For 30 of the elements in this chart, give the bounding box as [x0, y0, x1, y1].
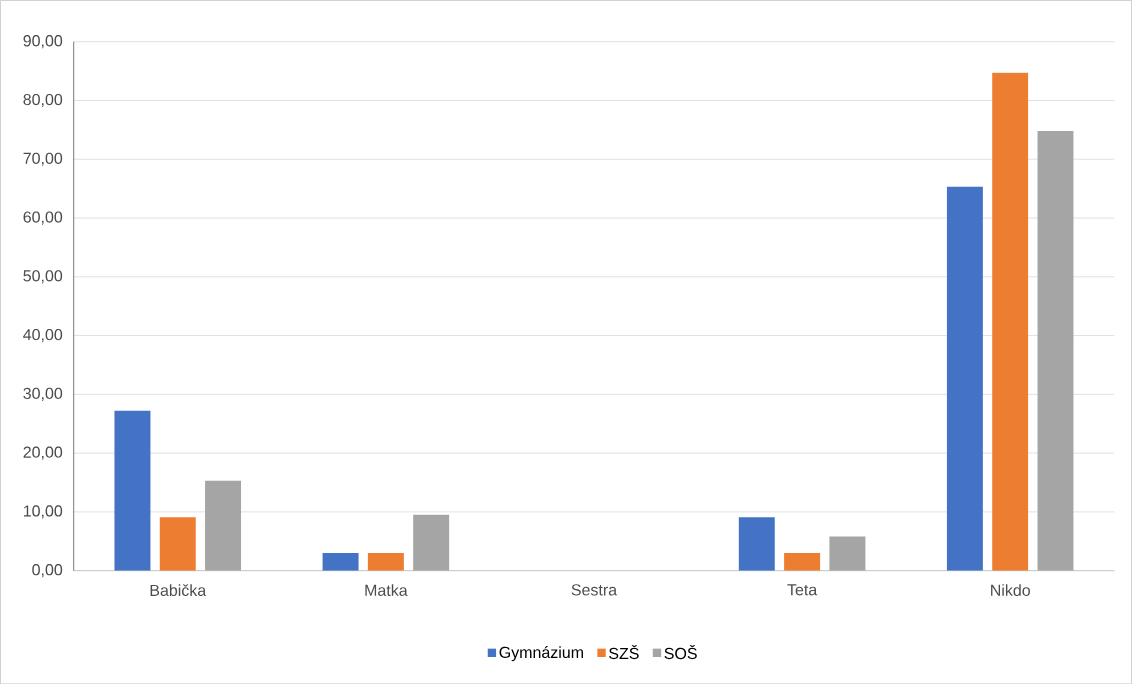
x-tick-label: Matka [365, 584, 408, 596]
bar [205, 480, 242, 571]
legend-label: SZŠ [609, 644, 639, 659]
bar [413, 514, 450, 571]
bar [1037, 130, 1074, 571]
bar [322, 552, 359, 571]
bar [367, 552, 404, 571]
x-tick-label: Teta [787, 584, 818, 596]
y-tick-label: 90,00 [23, 34, 63, 49]
y-tick-label: 0,00 [32, 563, 63, 578]
bar [992, 72, 1029, 571]
x-tick-label: Babička [150, 584, 207, 596]
legend-label: Gymnázium [499, 645, 583, 662]
bar [946, 186, 983, 571]
x-tick-label: Sestra [571, 584, 618, 596]
bar [784, 552, 821, 571]
bar [738, 517, 775, 571]
bar [114, 410, 151, 571]
bar [829, 536, 866, 571]
legend-label: SOŠ [664, 644, 697, 659]
y-tick-label: 20,00 [23, 446, 63, 460]
y-tick-label: 80,00 [23, 93, 63, 107]
y-tick-label: 70,00 [23, 152, 63, 166]
y-tick-label: 50,00 [23, 270, 63, 284]
x-tick-label: Nikdo [991, 584, 1030, 596]
bar [159, 517, 196, 571]
y-tick-label: 60,00 [23, 211, 63, 225]
y-tick-label: 40,00 [23, 328, 63, 343]
y-tick-label: 10,00 [23, 505, 63, 519]
y-tick-label: 30,00 [23, 387, 63, 401]
